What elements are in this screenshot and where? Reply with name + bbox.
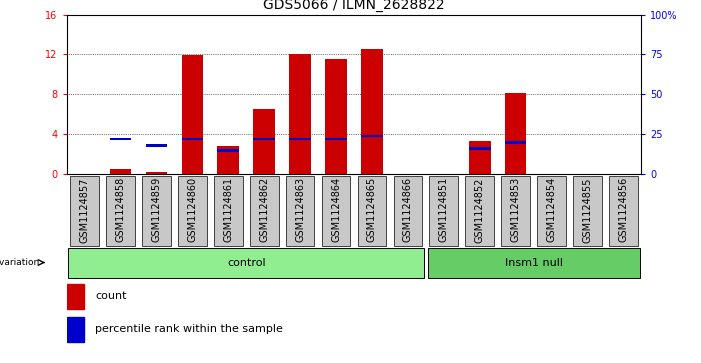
- Bar: [290, 138, 311, 140]
- Text: GSM1124866: GSM1124866: [403, 177, 413, 242]
- FancyBboxPatch shape: [142, 176, 171, 246]
- Bar: [361, 49, 383, 174]
- FancyBboxPatch shape: [250, 176, 278, 246]
- Bar: [146, 172, 168, 174]
- Text: GSM1124853: GSM1124853: [510, 177, 521, 242]
- FancyBboxPatch shape: [286, 176, 315, 246]
- FancyBboxPatch shape: [537, 176, 566, 246]
- FancyBboxPatch shape: [106, 176, 135, 246]
- Text: GSM1124862: GSM1124862: [259, 177, 269, 242]
- Bar: [469, 141, 491, 174]
- FancyBboxPatch shape: [214, 176, 243, 246]
- Bar: [361, 135, 383, 137]
- Text: GSM1124857: GSM1124857: [79, 177, 90, 242]
- FancyBboxPatch shape: [609, 176, 638, 246]
- Text: GSM1124863: GSM1124863: [295, 177, 305, 242]
- Bar: [505, 93, 526, 174]
- Bar: [325, 60, 347, 174]
- Text: GSM1124865: GSM1124865: [367, 177, 377, 242]
- Bar: [182, 56, 203, 174]
- Bar: [109, 169, 131, 174]
- Bar: [254, 109, 275, 174]
- FancyBboxPatch shape: [178, 176, 207, 246]
- Bar: [67, 317, 84, 342]
- Text: percentile rank within the sample: percentile rank within the sample: [95, 324, 283, 334]
- Text: GSM1124856: GSM1124856: [618, 177, 629, 242]
- FancyBboxPatch shape: [322, 176, 350, 246]
- Bar: [109, 138, 131, 140]
- FancyBboxPatch shape: [465, 176, 494, 246]
- FancyBboxPatch shape: [430, 176, 458, 246]
- Bar: [325, 138, 347, 140]
- Text: GSM1124854: GSM1124854: [547, 177, 557, 242]
- Text: GSM1124858: GSM1124858: [116, 177, 125, 242]
- FancyBboxPatch shape: [573, 176, 602, 246]
- Text: GSM1124851: GSM1124851: [439, 177, 449, 242]
- Bar: [217, 149, 239, 152]
- FancyBboxPatch shape: [428, 248, 639, 278]
- Text: GSM1124860: GSM1124860: [187, 177, 198, 242]
- Text: control: control: [227, 258, 266, 268]
- FancyBboxPatch shape: [501, 176, 530, 246]
- Text: GSM1124852: GSM1124852: [475, 177, 485, 242]
- Text: GSM1124855: GSM1124855: [583, 177, 592, 242]
- Text: GSM1124864: GSM1124864: [331, 177, 341, 242]
- Bar: [217, 146, 239, 174]
- Title: GDS5066 / ILMN_2628822: GDS5066 / ILMN_2628822: [263, 0, 445, 12]
- Text: GSM1124861: GSM1124861: [223, 177, 233, 242]
- Text: count: count: [95, 291, 127, 302]
- Bar: [254, 138, 275, 140]
- Text: Insm1 null: Insm1 null: [505, 258, 563, 268]
- Bar: [182, 138, 203, 140]
- FancyBboxPatch shape: [69, 248, 424, 278]
- Bar: [469, 147, 491, 150]
- FancyBboxPatch shape: [393, 176, 422, 246]
- FancyBboxPatch shape: [358, 176, 386, 246]
- Bar: [290, 54, 311, 174]
- FancyBboxPatch shape: [70, 176, 99, 246]
- Bar: [67, 284, 84, 309]
- Bar: [146, 144, 168, 147]
- Bar: [505, 141, 526, 144]
- Text: GSM1124859: GSM1124859: [151, 177, 161, 242]
- Text: genotype/variation: genotype/variation: [0, 258, 40, 267]
